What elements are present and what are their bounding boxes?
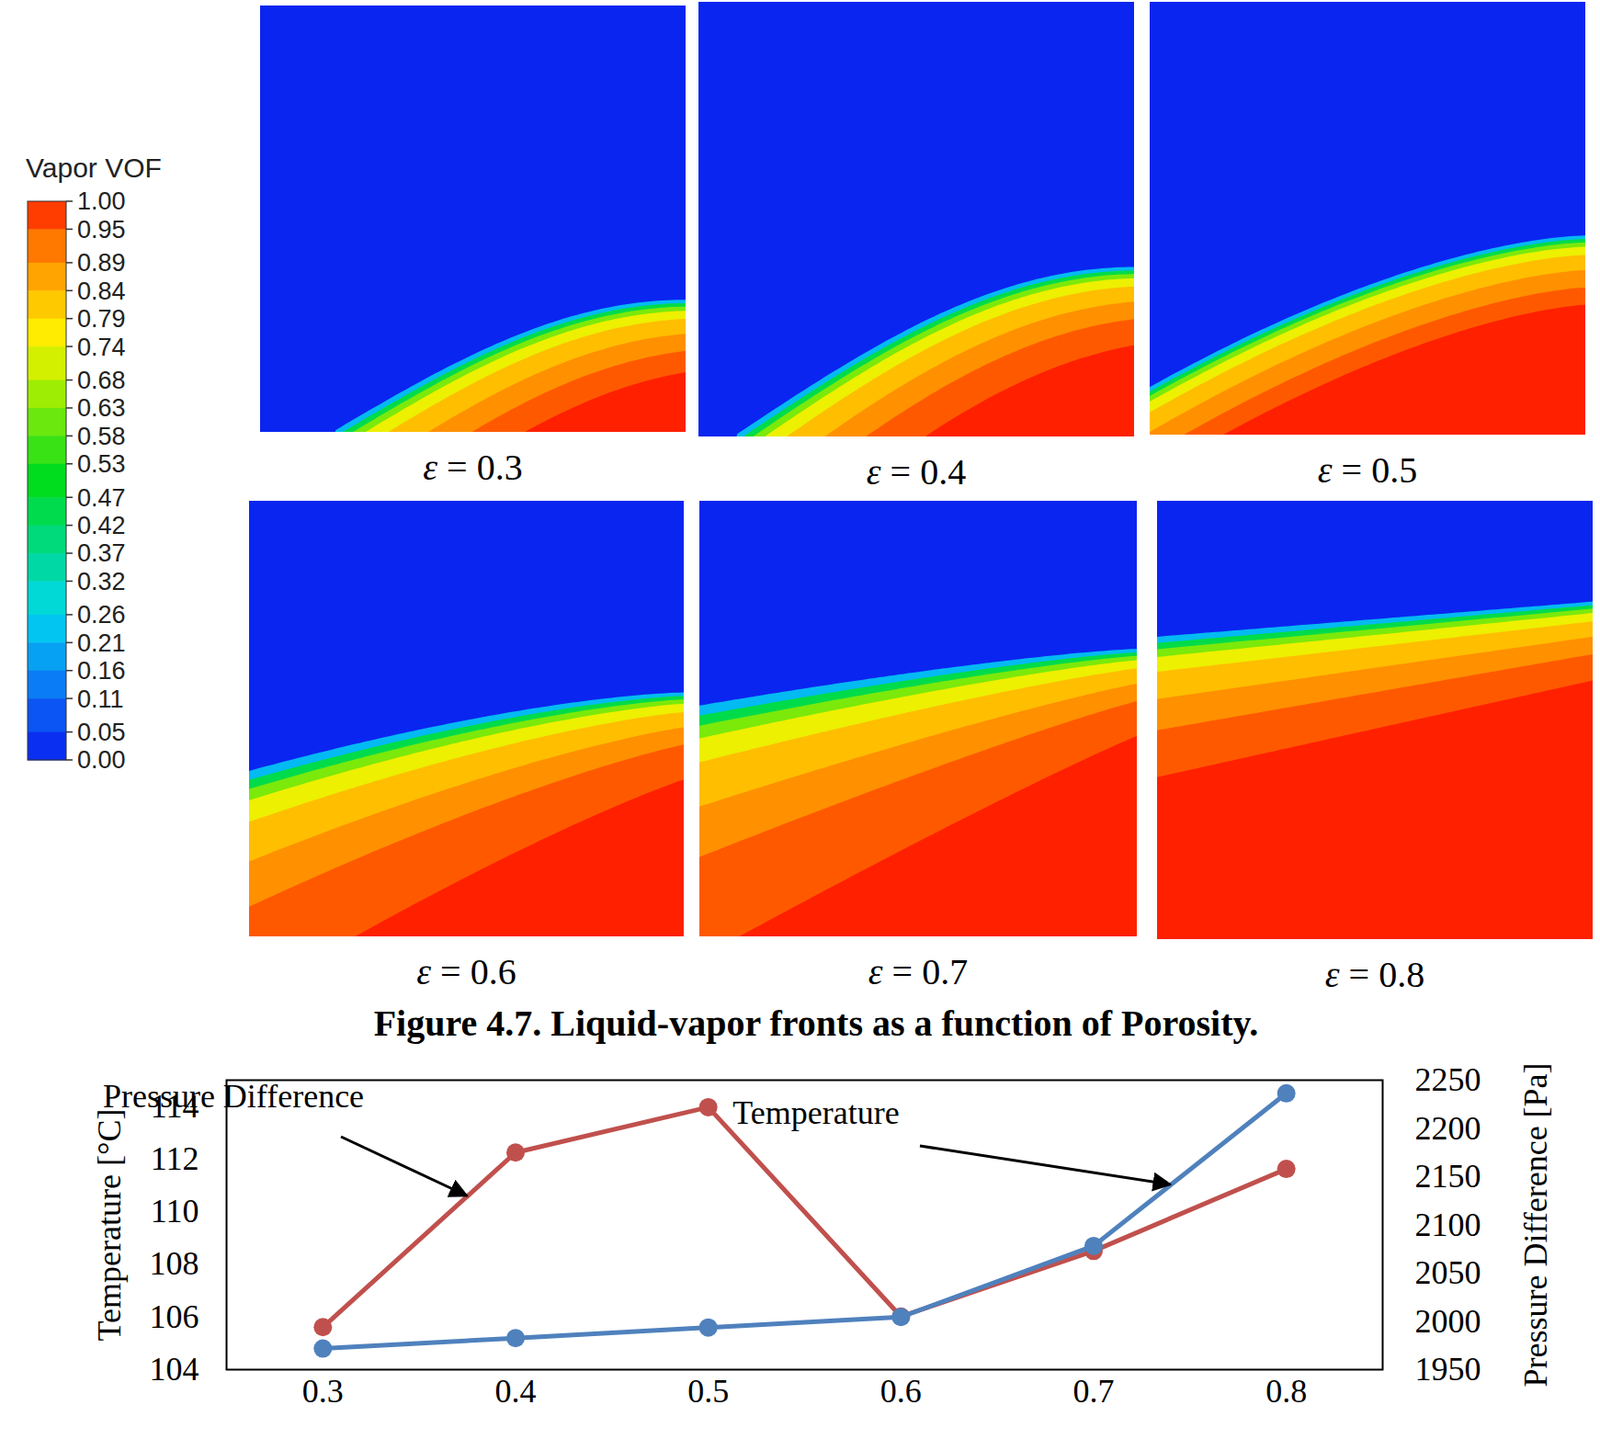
svg-text:112: 112 bbox=[150, 1140, 200, 1178]
svg-text:0.63: 0.63 bbox=[77, 394, 126, 422]
svg-text:0.68: 0.68 bbox=[77, 366, 126, 395]
svg-text:0.84: 0.84 bbox=[77, 277, 126, 306]
svg-text:0.8: 0.8 bbox=[1265, 1373, 1307, 1410]
svg-text:0.95: 0.95 bbox=[77, 215, 126, 244]
svg-text:2000: 2000 bbox=[1415, 1303, 1482, 1340]
svg-text:0.21: 0.21 bbox=[77, 629, 126, 658]
svg-text:2200: 2200 bbox=[1415, 1110, 1482, 1147]
svg-text:ε = 0.6: ε = 0.6 bbox=[416, 951, 516, 993]
svg-text:0.00: 0.00 bbox=[77, 746, 126, 774]
svg-text:ε = 0.4: ε = 0.4 bbox=[866, 451, 966, 493]
svg-text:Figure 4.7. Liquid-vapor front: Figure 4.7. Liquid-vapor fronts as a fun… bbox=[374, 1002, 1260, 1044]
svg-text:1.00: 1.00 bbox=[77, 187, 126, 216]
svg-text:0.26: 0.26 bbox=[77, 601, 126, 629]
svg-text:0.37: 0.37 bbox=[77, 539, 126, 568]
svg-text:ε = 0.3: ε = 0.3 bbox=[422, 446, 522, 488]
svg-text:0.32: 0.32 bbox=[77, 567, 126, 596]
svg-text:0.4: 0.4 bbox=[495, 1373, 537, 1410]
svg-text:2150: 2150 bbox=[1415, 1157, 1482, 1195]
svg-text:ε = 0.5: ε = 0.5 bbox=[1317, 449, 1418, 491]
svg-text:0.3: 0.3 bbox=[302, 1373, 344, 1410]
svg-text:0.5: 0.5 bbox=[687, 1373, 729, 1410]
svg-text:1950: 1950 bbox=[1415, 1350, 1482, 1388]
svg-text:108: 108 bbox=[149, 1245, 200, 1283]
svg-text:0.7: 0.7 bbox=[1073, 1373, 1115, 1410]
svg-text:0.11: 0.11 bbox=[77, 685, 125, 714]
svg-text:0.53: 0.53 bbox=[77, 450, 126, 478]
svg-text:0.47: 0.47 bbox=[77, 484, 126, 512]
svg-text:0.74: 0.74 bbox=[77, 333, 126, 362]
svg-text:Vapor VOF: Vapor VOF bbox=[25, 152, 162, 183]
svg-text:0.89: 0.89 bbox=[77, 249, 126, 277]
svg-text:0.58: 0.58 bbox=[77, 422, 126, 451]
svg-text:ε = 0.7: ε = 0.7 bbox=[868, 951, 968, 993]
svg-text:0.16: 0.16 bbox=[77, 657, 126, 685]
svg-text:2050: 2050 bbox=[1415, 1254, 1482, 1292]
svg-text:2100: 2100 bbox=[1415, 1206, 1482, 1244]
svg-text:110: 110 bbox=[150, 1192, 200, 1230]
svg-text:0.6: 0.6 bbox=[880, 1373, 922, 1410]
svg-text:0.79: 0.79 bbox=[77, 305, 126, 333]
svg-text:106: 106 bbox=[149, 1298, 200, 1336]
svg-text:104: 104 bbox=[149, 1350, 200, 1388]
svg-text:0.42: 0.42 bbox=[77, 511, 126, 540]
svg-text:0.05: 0.05 bbox=[77, 718, 126, 747]
svg-text:Pressure Difference [Pa]: Pressure Difference [Pa] bbox=[1517, 1062, 1555, 1387]
svg-text:Temperature [°C]: Temperature [°C] bbox=[90, 1109, 128, 1342]
svg-text:ε = 0.8: ε = 0.8 bbox=[1325, 953, 1425, 996]
svg-text:Pressure Difference: Pressure Difference bbox=[102, 1078, 364, 1115]
svg-text:2250: 2250 bbox=[1415, 1061, 1482, 1099]
svg-text:Temperature: Temperature bbox=[732, 1094, 899, 1132]
